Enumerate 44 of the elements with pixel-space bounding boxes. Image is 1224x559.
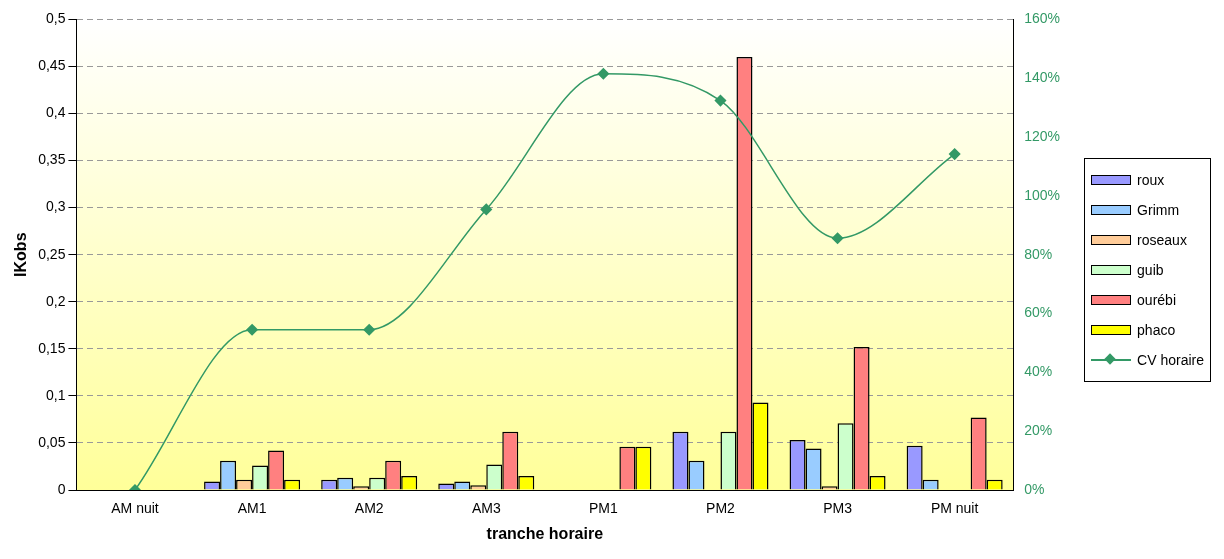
y-tick-label: 0,1 [45, 386, 66, 403]
legend-label: phaco [1137, 322, 1176, 338]
x-axis-title: tranche horaire [486, 524, 604, 542]
y2-tick-label: 80% [1024, 245, 1053, 262]
legend-label: guib [1137, 262, 1164, 278]
y-axis-title: IKobs [12, 232, 30, 277]
y2-tick-label: 140% [1024, 69, 1061, 86]
y-tick-label: 0,05 [38, 433, 66, 450]
x-tick-label: PM3 [823, 500, 853, 517]
legend-label: roux [1137, 172, 1165, 188]
y2-tick-label: 120% [1024, 127, 1061, 144]
y2-tick-label: 20% [1024, 422, 1053, 439]
y2-tick-label: 0% [1024, 480, 1045, 497]
x-tick-label: PM1 [588, 500, 618, 517]
y-tick-label: 0,5 [45, 10, 66, 27]
point [246, 323, 258, 336]
y-tick-label: 0,45 [38, 57, 66, 74]
x-tick-label: PM nuit [930, 500, 979, 517]
y-tick-label: 0,25 [38, 245, 66, 262]
legend-label: roseaux [1137, 232, 1187, 248]
legend-label: Grimm [1137, 202, 1180, 218]
point [831, 232, 844, 244]
y-tick-label: 0,35 [38, 151, 66, 168]
y-tick-label: 0,4 [45, 104, 66, 121]
y-tick-label: 0 [57, 480, 66, 497]
x-tick-label: AM3 [471, 500, 501, 517]
x-tick-label: AM1 [237, 500, 267, 517]
y-tick-label: 0,2 [45, 292, 66, 309]
point [714, 94, 727, 107]
y2-tick-label: 100% [1024, 186, 1061, 203]
point [363, 323, 375, 336]
point [597, 68, 610, 80]
x-tick-label: PM2 [706, 500, 736, 517]
point [480, 203, 493, 216]
point [948, 148, 961, 160]
y-tick-label: 0,15 [38, 339, 66, 356]
legend-label: ourébi [1137, 292, 1176, 308]
x-tick-label: AM2 [354, 500, 384, 517]
y-tick-label: 0,3 [45, 198, 66, 215]
y2-tick-label: 60% [1024, 304, 1053, 321]
y2-tick-label: 40% [1024, 363, 1053, 380]
legend-label: CV horaire [1137, 352, 1204, 368]
y2-tick-label: 160% [1024, 10, 1061, 27]
x-tick-label: AM nuit [111, 500, 159, 517]
